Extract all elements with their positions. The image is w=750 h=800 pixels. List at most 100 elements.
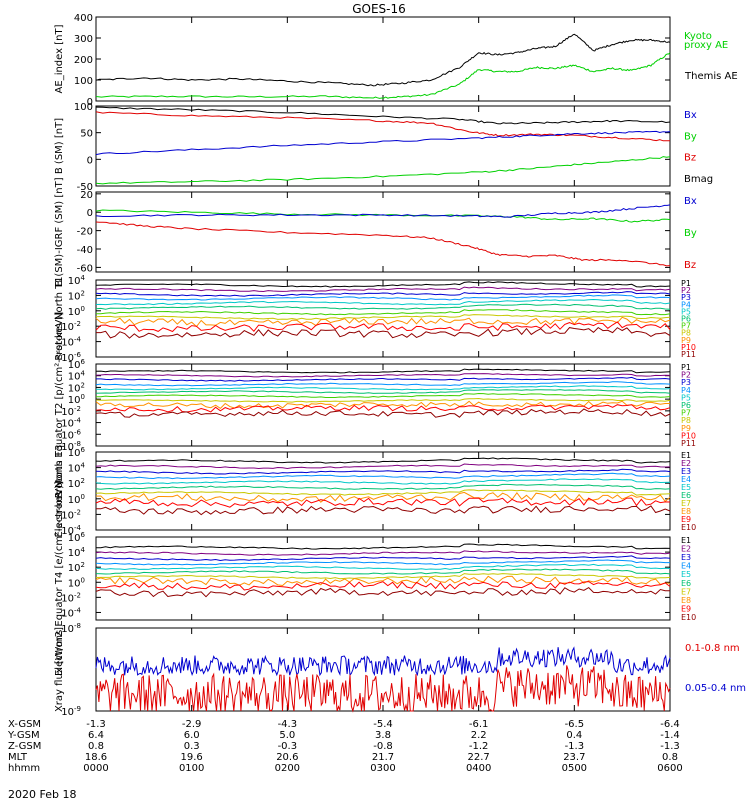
- series-bz: [95, 221, 671, 267]
- legend-themis-ae: Themis AE: [684, 71, 738, 82]
- y-tick-label: 104: [68, 462, 86, 475]
- row-value: -2.9: [182, 719, 202, 730]
- legend-e4: E4: [681, 562, 691, 571]
- row-label-mlt: MLT: [8, 752, 28, 763]
- legend-e7: E7: [681, 499, 691, 508]
- y-tick-label: 10-2: [61, 405, 81, 418]
- y-tick-label: 10-6: [61, 428, 81, 441]
- y-tick-label: 10-8: [61, 440, 81, 453]
- y-tick-label: 50: [80, 129, 93, 140]
- series-bz: [95, 111, 671, 142]
- series-e8: [95, 491, 671, 503]
- series-p11: [95, 408, 671, 418]
- legend-p11: P11: [681, 350, 696, 359]
- y-tick-label: 10-9: [61, 705, 81, 718]
- y-tick-label: 100: [74, 102, 93, 113]
- series-e8: [95, 575, 671, 587]
- y-axis-title: Electrons North T3: [54, 444, 65, 537]
- legend-e8: E8: [681, 596, 691, 605]
- series-e7: [95, 489, 671, 496]
- row-value: -0.8: [373, 741, 393, 752]
- y-tick-label: 0: [87, 155, 93, 166]
- series-e2: [95, 463, 671, 470]
- row-value: 0200: [275, 763, 300, 774]
- series-e1: [95, 457, 671, 464]
- row-value: -5.4: [373, 719, 393, 730]
- legend-p7: P7: [681, 322, 691, 331]
- panel-bsm: -50 0 50 100 B (SM) [nT] Bx By Bz Bmag: [54, 102, 713, 193]
- series-e3: [95, 555, 671, 562]
- series-p3: [95, 291, 671, 297]
- legend-p6: P6: [681, 315, 691, 324]
- series-p7: [95, 392, 671, 398]
- series-e5: [95, 563, 671, 571]
- row-value: -4.3: [278, 719, 298, 730]
- series-p2: [95, 373, 671, 378]
- series-by: [95, 209, 671, 223]
- series-themis-ae: [95, 33, 671, 87]
- row-label-z-gsm: Z-GSM: [8, 741, 41, 752]
- series-e3: [95, 468, 671, 475]
- legend-kyoto: Kyoto: [684, 31, 712, 42]
- row-value: 21.7: [372, 752, 394, 763]
- row-label-y-gsm: Y-GSM: [7, 730, 40, 741]
- y-tick-label: -60: [77, 263, 93, 274]
- panel-frame: [95, 627, 671, 712]
- y-axis-title: AE_index [nT]: [54, 24, 65, 93]
- row-value: 23.7: [563, 752, 585, 763]
- legend-p3: P3: [681, 293, 691, 302]
- y-tick-label: 106: [68, 358, 86, 371]
- row-value: 0000: [83, 763, 108, 774]
- legend-p10: P10: [681, 431, 696, 440]
- y-tick-label: 104: [68, 274, 86, 287]
- legend-e3: E3: [681, 553, 691, 562]
- legend-e8: E8: [681, 507, 691, 516]
- legend-by: By: [684, 228, 697, 239]
- legend-e9: E9: [681, 604, 691, 613]
- legend-p1: P1: [681, 279, 691, 288]
- row-value: 0300: [370, 763, 395, 774]
- row-value: 0.3: [184, 741, 200, 752]
- y-tick-label: 300: [74, 34, 93, 45]
- row-value: 0600: [657, 763, 682, 774]
- legend-p2: P2: [681, 371, 691, 380]
- legend-e4: E4: [681, 475, 691, 484]
- legend-p4: P4: [681, 300, 691, 309]
- legend-e2: E2: [681, 459, 691, 468]
- row-value: 6.0: [184, 730, 200, 741]
- y-tick-label: 106: [68, 531, 86, 544]
- time-axis-labels: X-GSM -1.3 -2.9 -4.3 -5.4 -6.1 -6.5 -6.4 Y-GSM 6.…: [7, 719, 683, 774]
- y-tick-label: 100: [68, 393, 85, 406]
- series-e6: [95, 568, 671, 575]
- series-e1: [96, 543, 671, 550]
- row-value: -6.5: [565, 719, 585, 730]
- series-e2: [95, 550, 671, 556]
- legend-bz: Bz: [684, 260, 696, 271]
- legend-0-05-0-4-nm: 0.05-0.4 nm: [685, 683, 746, 694]
- y-tick-label: -50: [77, 182, 93, 193]
- row-value: 0500: [562, 763, 587, 774]
- legend-e1: E1: [681, 451, 691, 460]
- series-p4: [95, 381, 671, 387]
- series-0-1-0-8-nm: [95, 665, 671, 713]
- legend-bx: Bx: [684, 110, 697, 121]
- y-tick-label: 106: [68, 446, 86, 459]
- series-e9: [95, 497, 671, 508]
- legend-e10: E10: [681, 613, 696, 622]
- row-value: 19.6: [181, 752, 203, 763]
- row-value: -1.3: [565, 741, 585, 752]
- y-tick-label: 104: [68, 546, 86, 559]
- series-bmag: [95, 106, 671, 125]
- legend-bx: Bx: [684, 196, 697, 207]
- series-p3: [96, 376, 671, 382]
- legend-e6: E6: [681, 491, 691, 500]
- y-tick-label: 102: [68, 381, 85, 394]
- legend-p9: P9: [681, 424, 691, 433]
- y-tick-label: 100: [68, 305, 85, 318]
- y-tick-label: 104: [68, 370, 86, 383]
- legend-p2: P2: [681, 286, 691, 295]
